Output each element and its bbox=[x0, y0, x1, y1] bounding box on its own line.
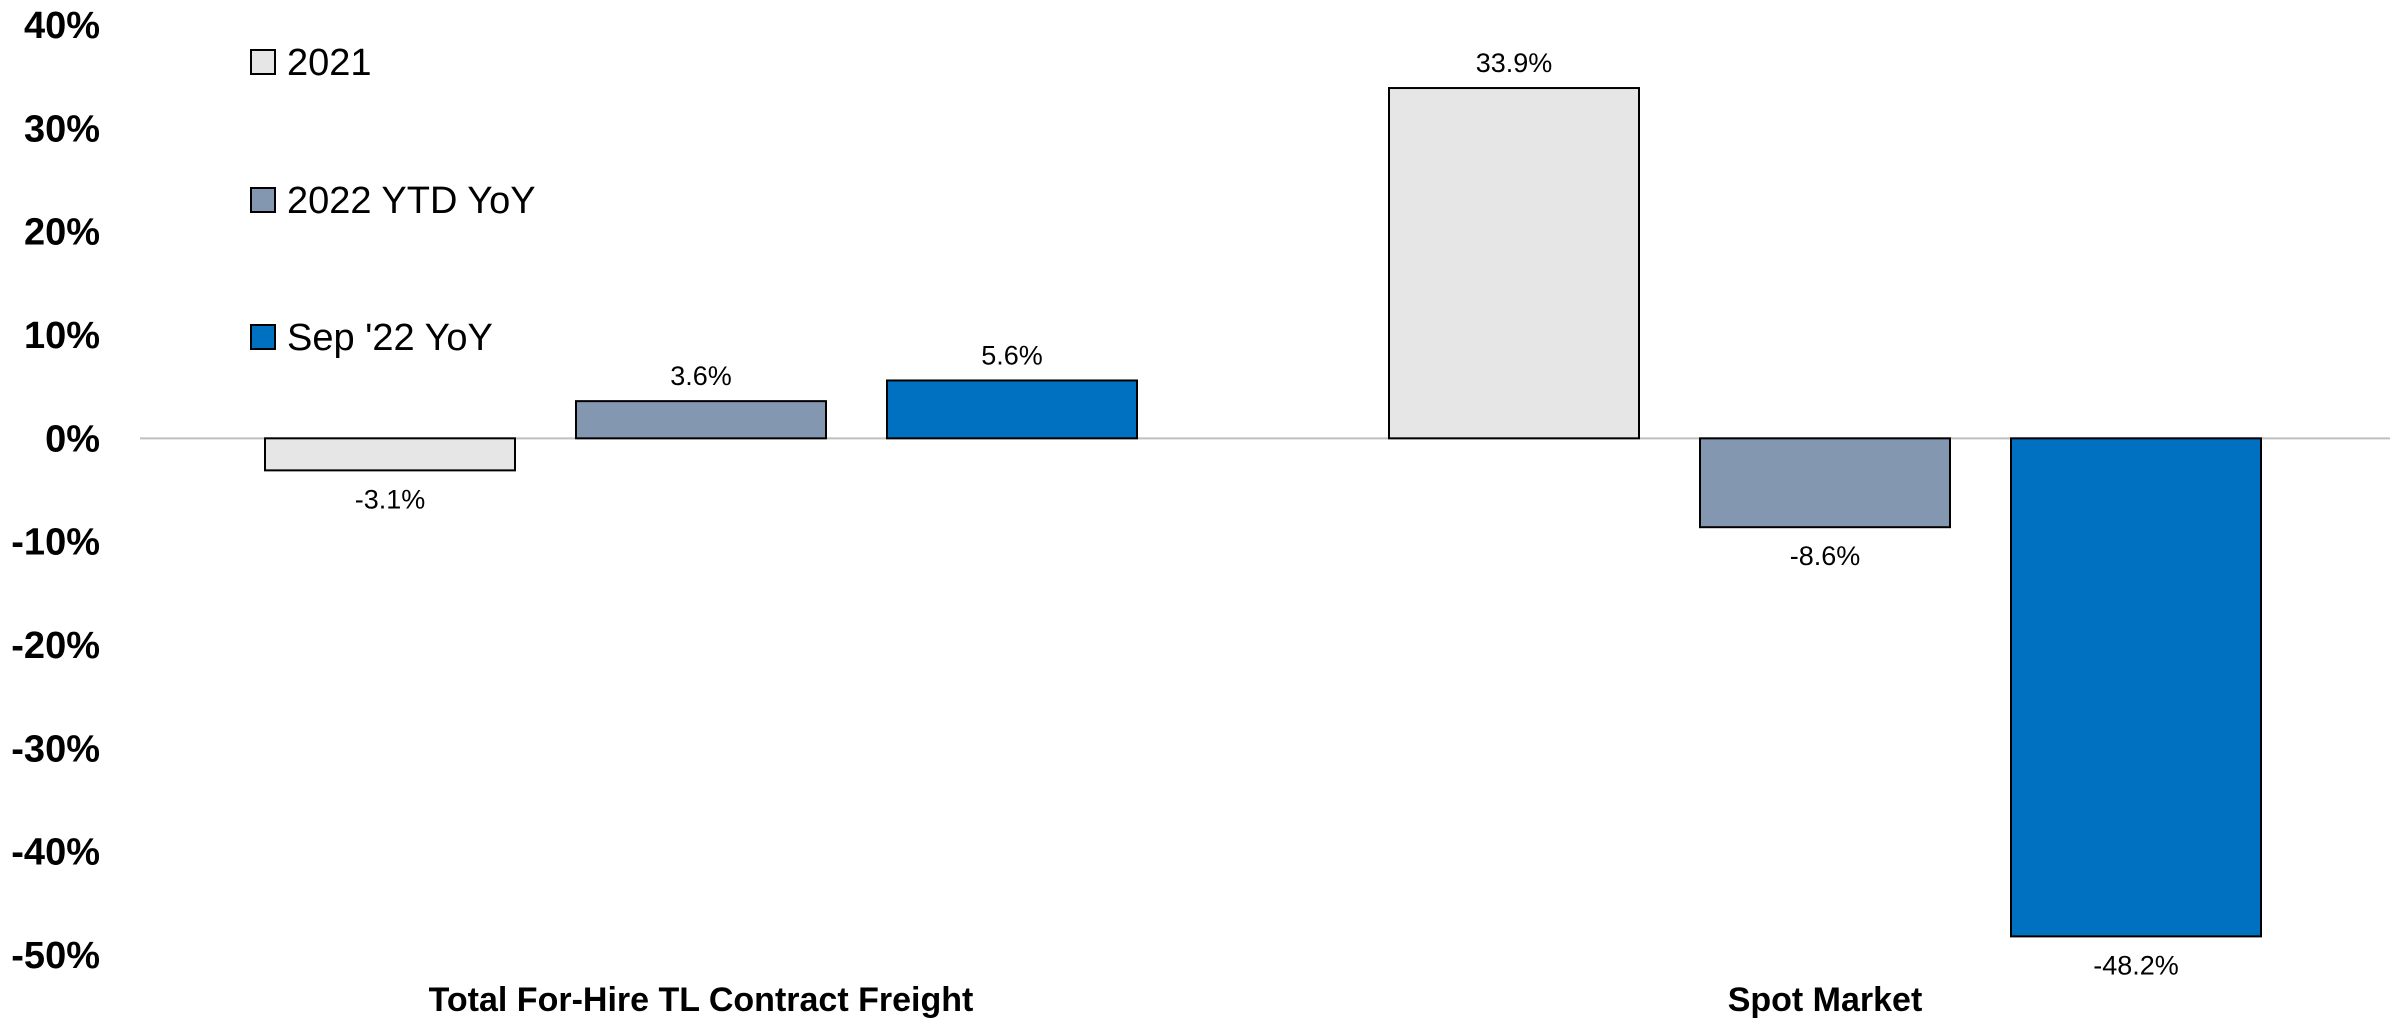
y-tick-label: 0% bbox=[45, 418, 100, 460]
data-label: 3.6% bbox=[670, 361, 732, 391]
data-label: -8.6% bbox=[1790, 541, 1861, 571]
y-tick-label: -50% bbox=[11, 935, 100, 977]
legend-swatch bbox=[250, 324, 276, 350]
bar bbox=[1388, 87, 1640, 440]
bars bbox=[264, 87, 2262, 938]
data-label: 5.6% bbox=[981, 340, 1043, 370]
x-category-label: Total For-Hire TL Contract Freight bbox=[429, 981, 974, 1019]
bar bbox=[886, 379, 1138, 440]
y-tick-label: -20% bbox=[11, 625, 100, 667]
y-axis: 40% 30% 20% 10% 0% -10% -20% -30% -40% -50% bbox=[11, 5, 100, 977]
bar bbox=[1699, 437, 1951, 529]
bar bbox=[575, 400, 827, 440]
data-label: -3.1% bbox=[355, 484, 426, 514]
y-tick-label: 10% bbox=[24, 315, 100, 357]
data-labels: -3.1% 33.9% 3.6% -8.6% 5.6% -48.2% bbox=[355, 48, 2179, 980]
data-label: 33.9% bbox=[1476, 48, 1553, 78]
bar bbox=[2010, 437, 2262, 938]
legend-label: 2022 YTD YoY bbox=[287, 180, 536, 222]
data-label: -48.2% bbox=[2093, 950, 2179, 980]
y-tick-label: -30% bbox=[11, 728, 100, 770]
legend-swatch bbox=[250, 49, 276, 75]
y-tick-label: 40% bbox=[24, 5, 100, 47]
y-tick-label: 30% bbox=[24, 108, 100, 150]
y-tick-label: 20% bbox=[24, 212, 100, 254]
y-tick-label: -40% bbox=[11, 832, 100, 874]
x-category-label: Spot Market bbox=[1728, 981, 1923, 1019]
y-tick-label: -10% bbox=[11, 522, 100, 564]
legend-label: Sep '22 YoY bbox=[287, 317, 493, 359]
legend-swatch bbox=[250, 187, 276, 213]
legend-label: 2021 bbox=[287, 42, 372, 84]
bar bbox=[264, 437, 516, 472]
legend: 2021 2022 YTD YoY Sep '22 YoY bbox=[250, 42, 536, 359]
x-axis: Total For-Hire TL Contract Freight Spot M… bbox=[429, 981, 1923, 1019]
